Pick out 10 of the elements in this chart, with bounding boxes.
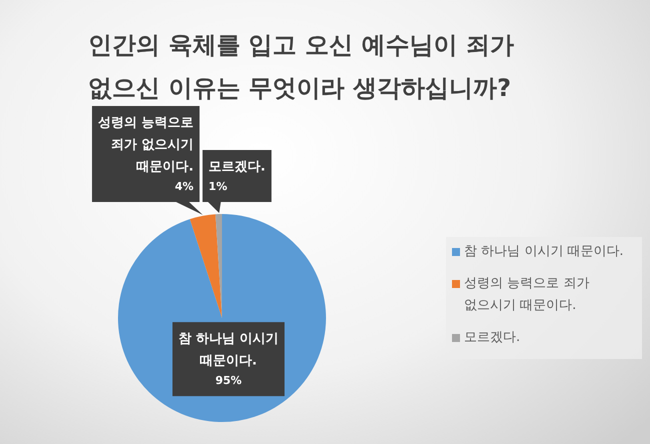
data-label: 95% — [215, 374, 242, 387]
legend-label: 모르겠다. — [464, 329, 520, 347]
data-label: 1% — [208, 180, 228, 193]
chart-title: 인간의 육체를 입고 오신 예수님이 죄가 없으신 이유는 무엇이라 생각하십니까? — [88, 30, 515, 104]
data-label: 4% — [174, 180, 194, 193]
slice-label: 모르겠다. — [208, 159, 266, 174]
slice-label: 참 하나님 이시기 때문이다. — [178, 331, 279, 368]
legend-label: 참 하나님 이시기 때문이다. — [464, 243, 624, 261]
legend-label: 성령의 능력으로 죄가 없으시기 때문이다. — [464, 275, 590, 315]
slice-label: 성령의 능력으로 죄가 없으시기 때문이다. — [98, 115, 194, 174]
